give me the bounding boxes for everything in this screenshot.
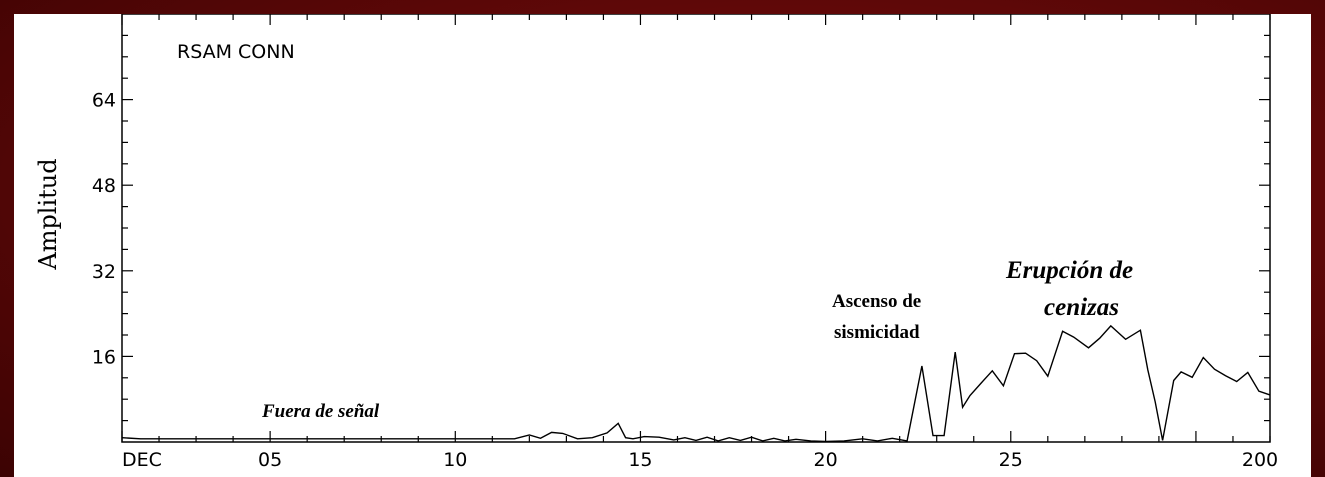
- x-tick-label: 15: [628, 449, 652, 471]
- x-tick-label: 25: [999, 449, 1023, 471]
- y-tick-label: 64: [92, 90, 116, 112]
- plot-frame: [121, 14, 1271, 443]
- y-tick-label: 16: [92, 346, 116, 368]
- annotation-fuera-de-senal: Fuera de señal: [261, 401, 380, 422]
- y-tick-label: 32: [92, 261, 116, 283]
- chart-panel: DEC 05 10 15 20 25 200 16 32 48 64 RSAM CONN Ampl…: [14, 14, 1311, 477]
- x-tick-label: 200: [1242, 449, 1278, 471]
- annotation-erupcion-line1: Erupción de: [1005, 257, 1133, 284]
- rsam-series-line: [121, 324, 1271, 443]
- annotation-erupcion-line2: cenizas: [1044, 294, 1119, 321]
- x-tick-label: DEC: [122, 449, 162, 471]
- x-tick-label: 10: [443, 449, 467, 471]
- chart-title: RSAM CONN: [177, 41, 295, 63]
- y-axis-ticks: 16 32 48 64: [92, 34, 1270, 422]
- x-tick-label: 20: [814, 449, 838, 471]
- y-tick-label: 48: [92, 175, 116, 197]
- rsam-chart: DEC 05 10 15 20 25 200 16 32 48 64 RSAM CONN Ampl…: [34, 14, 1278, 471]
- annotation-ascenso-line2: sismicidad: [834, 322, 920, 343]
- annotation-ascenso-line1: Ascenso de: [832, 291, 921, 312]
- x-tick-label: 05: [258, 449, 282, 471]
- y-axis-label: Amplitud: [34, 158, 62, 270]
